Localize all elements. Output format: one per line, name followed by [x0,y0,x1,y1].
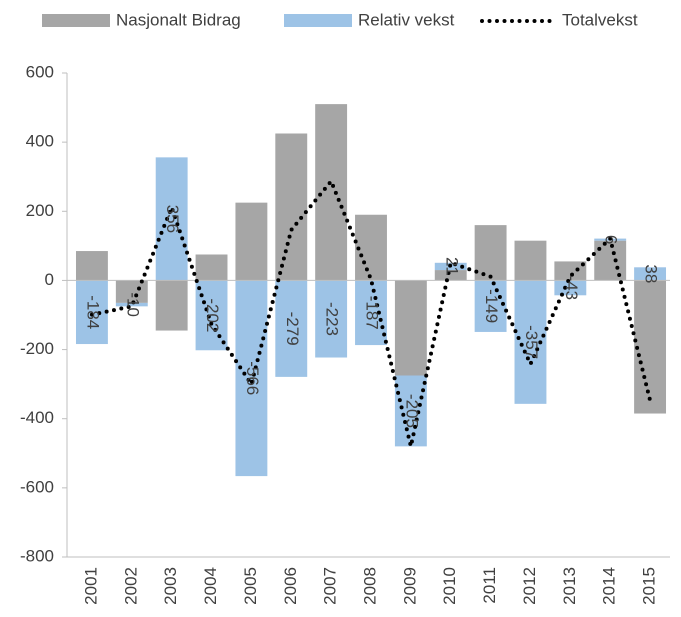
x-tick-label: 2015 [640,567,659,605]
bar [355,280,387,346]
bar [75,280,108,345]
x-tick-label: 2010 [440,567,459,605]
y-tick-label: 600 [26,62,54,81]
data-label: 38 [642,264,661,283]
bar [394,375,427,447]
bar [235,202,268,281]
data-label: -205 [402,394,421,428]
bar [235,280,268,477]
x-tick-label: 2005 [241,567,260,605]
legend-label: Totalvekst [562,10,638,29]
bar [315,104,348,281]
data-label: 6 [602,235,621,244]
line [89,179,653,449]
bar [275,133,308,281]
y-tick-label: -200 [20,339,54,358]
data-label: 356 [163,205,182,233]
bar [474,225,507,281]
y-tick-label: -600 [20,477,54,496]
bar [434,270,467,281]
bar [634,280,667,414]
x-tick-label: 2006 [281,567,300,605]
y-tick-label: 200 [26,201,54,220]
legend-swatch [284,14,352,27]
bar [554,261,587,281]
data-label: -566 [243,361,262,395]
data-label: -10 [123,292,142,317]
x-tick-label: 2001 [81,567,100,605]
data-label: -43 [562,276,581,301]
bar [155,157,188,281]
data-label: 21 [442,257,461,276]
y-tick-label: 400 [26,132,54,151]
bar [275,280,308,377]
bar [315,280,348,358]
x-tick-label: 2004 [201,567,220,605]
x-tick-label: 2013 [560,567,579,605]
bar [115,302,148,307]
bar [155,280,188,331]
x-tick-label: 2009 [400,567,419,605]
x-tick-label: 2014 [600,567,619,605]
data-label: -184 [83,295,102,329]
data-label: -187 [363,296,382,330]
bar [115,280,148,303]
bar [394,280,427,376]
y-tick-label: -800 [20,546,54,565]
data-label: -357 [522,325,541,359]
x-tick-label: 2008 [360,567,379,605]
legend-label: Relativ vekst [358,10,455,29]
bar [195,280,228,351]
x-tick-label: 2011 [480,567,499,604]
legend-label: Nasjonalt Bidrag [116,10,241,29]
y-tick-label: 0 [45,270,54,289]
y-tick-label: -400 [20,408,54,427]
data-label: -223 [323,302,342,336]
data-label: -279 [283,312,302,346]
x-tick-label: 2002 [121,567,140,605]
bar [75,251,108,281]
bar [195,254,228,281]
bar [474,280,507,332]
x-tick-label: 2007 [321,567,340,605]
x-tick-label: 2003 [161,567,180,605]
x-tick-label: 2012 [520,567,539,605]
data-label: -202 [203,298,222,332]
bar [554,280,587,296]
bar [634,267,667,281]
bar [355,214,387,281]
legend-swatch [42,14,110,27]
data-label: -149 [482,289,501,323]
bar [514,240,547,281]
